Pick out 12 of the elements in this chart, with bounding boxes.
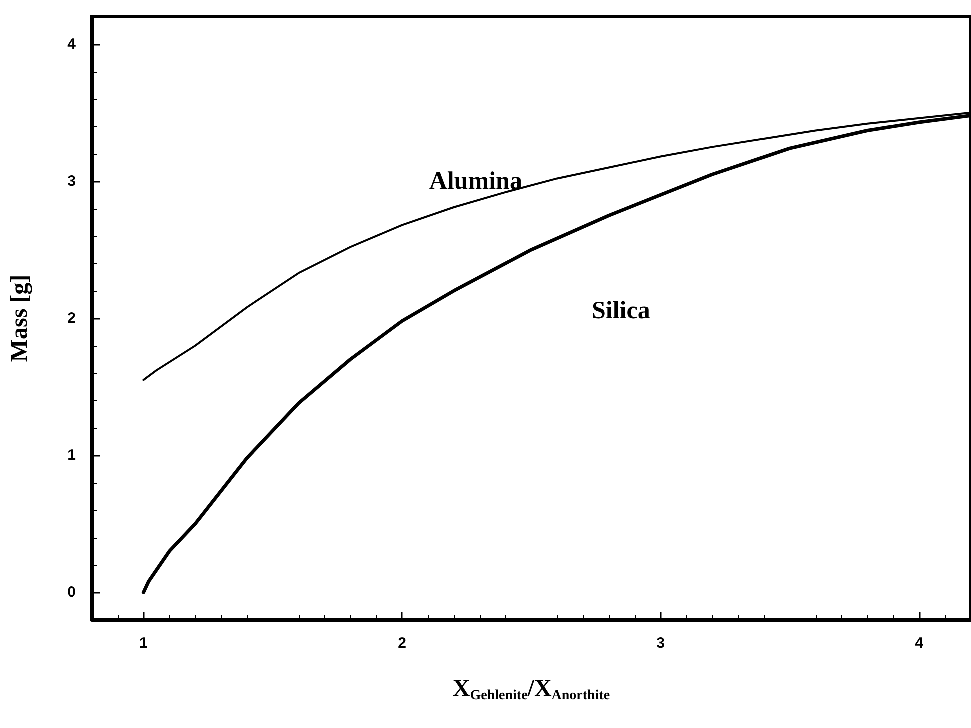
y-tick-label: 0 (68, 584, 76, 602)
x-tick-label: 2 (398, 635, 406, 652)
x-tick-label: 4 (915, 635, 924, 652)
y-axis-title: Mass [g] (7, 274, 33, 362)
x-tick-label: 3 (656, 635, 665, 652)
series-label: Alumina (429, 168, 523, 195)
y-tick-label: 3 (68, 172, 76, 190)
y-tick-label: 2 (68, 310, 76, 327)
x-tick-label: 1 (140, 635, 148, 652)
text: Silica (592, 297, 651, 324)
y-tick-label: 4 (68, 36, 77, 53)
y-tick-label: 1 (68, 447, 76, 464)
